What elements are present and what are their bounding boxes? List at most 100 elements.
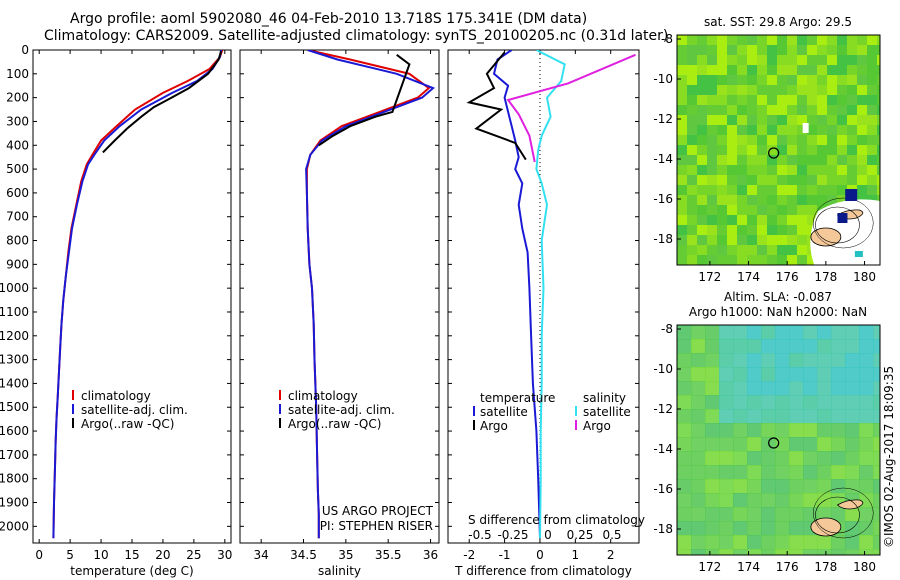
map-cell xyxy=(707,75,718,86)
map-cell xyxy=(747,225,758,236)
map-x-tick-label: 180 xyxy=(853,270,876,284)
map-cell xyxy=(787,85,798,96)
map-cell xyxy=(677,479,692,494)
argo-position-marker xyxy=(768,437,780,449)
map-cell xyxy=(831,465,846,480)
map-cell xyxy=(717,45,728,56)
map-cell xyxy=(797,125,808,136)
map-cell xyxy=(873,521,880,536)
map-cell xyxy=(757,225,768,236)
map-x-tick-label: 178 xyxy=(814,560,837,574)
x-tick-label: 0 xyxy=(35,548,43,562)
map-cell xyxy=(767,65,778,76)
map-cell xyxy=(687,135,698,146)
map-cell xyxy=(737,195,748,206)
map-cell xyxy=(757,45,768,56)
map-cell xyxy=(775,493,790,508)
map-cell xyxy=(767,205,778,216)
map-cell xyxy=(747,507,762,522)
map-cell xyxy=(847,135,858,146)
map-cell xyxy=(719,535,734,550)
map-cell xyxy=(817,185,828,196)
map-cell xyxy=(867,145,878,156)
annotation-text: PI: STEPHEN RISER xyxy=(320,519,433,533)
map-cell xyxy=(873,367,880,382)
map-cell xyxy=(717,55,728,66)
map-cell xyxy=(775,339,790,354)
map-cell xyxy=(787,115,798,126)
map-cell xyxy=(817,479,832,494)
map-cell xyxy=(777,65,788,76)
map-cell xyxy=(707,145,718,156)
map-cell xyxy=(747,535,762,550)
y-tick-label: 900 xyxy=(6,257,29,271)
map-cell xyxy=(777,165,788,176)
map-cell xyxy=(797,255,808,265)
map-cell xyxy=(877,55,880,66)
sst-map: 172 174 176 178 180 -8 -10 -12 -14 -16 -18 xyxy=(653,32,881,284)
map-y-tick-label: -18 xyxy=(653,522,673,536)
x-tick-label: 10 xyxy=(93,548,108,562)
map-cell xyxy=(847,125,858,136)
map-y-tick-label: -8 xyxy=(661,32,673,46)
map-cell xyxy=(733,381,748,396)
map-cell xyxy=(767,155,778,166)
map-cell xyxy=(857,95,868,106)
map-cell xyxy=(719,325,734,340)
map-cell xyxy=(803,437,818,452)
map-cell xyxy=(817,115,828,126)
map-y-tick-label: -16 xyxy=(653,482,673,496)
map-cell xyxy=(717,85,728,96)
map-cell xyxy=(687,215,698,226)
map-cell xyxy=(737,175,748,186)
map-cell xyxy=(797,85,808,96)
map-cell xyxy=(747,437,762,452)
map-cell xyxy=(857,65,868,76)
map-cell xyxy=(761,549,776,555)
map-cell xyxy=(767,245,778,256)
map-cell xyxy=(719,451,734,466)
map-cell xyxy=(817,55,828,66)
map-cell xyxy=(789,535,804,550)
map-cell xyxy=(687,75,698,86)
map-cell xyxy=(737,185,748,196)
map-cell xyxy=(761,535,776,550)
map-cell xyxy=(847,165,858,176)
map-cell xyxy=(757,115,768,126)
map-cell xyxy=(831,381,846,396)
map-cell xyxy=(677,465,692,480)
map-cell xyxy=(787,255,798,265)
map-cell xyxy=(727,235,738,246)
map-cell xyxy=(691,493,706,508)
x2-tick-label: -0.5 xyxy=(468,528,491,542)
profile-panel-3: -2 -1 0 1 2 T difference from climatology xyxy=(447,49,640,578)
map-cell xyxy=(761,367,776,382)
map-cell xyxy=(727,105,738,116)
map-cell xyxy=(687,165,698,176)
map-cell xyxy=(705,423,720,438)
map-cell xyxy=(803,535,818,550)
map-cell xyxy=(737,145,748,156)
x-axis-label: temperature (deg C) xyxy=(70,564,193,578)
map-cell xyxy=(757,155,768,166)
map-cell xyxy=(873,507,880,522)
map-cell xyxy=(857,145,868,156)
map-cell xyxy=(867,75,878,86)
map-cell xyxy=(775,409,790,424)
map-cell xyxy=(691,409,706,424)
map-cell xyxy=(705,339,720,354)
map-cell xyxy=(787,235,798,246)
map-cell xyxy=(789,353,804,368)
map-cell xyxy=(803,549,818,555)
map-cell xyxy=(697,255,708,265)
map-cell xyxy=(707,125,718,136)
map-cell xyxy=(737,55,748,66)
y-tick-label: 800 xyxy=(6,234,29,248)
map-cell xyxy=(707,155,718,166)
map-cell xyxy=(857,85,868,96)
map-cell xyxy=(761,353,776,368)
map-cell xyxy=(717,155,728,166)
map-cell xyxy=(817,409,832,424)
map-cell xyxy=(705,479,720,494)
legend-label: satellite xyxy=(480,405,528,419)
